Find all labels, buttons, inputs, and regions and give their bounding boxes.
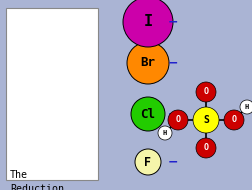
Circle shape: [223, 110, 243, 130]
Text: H: H: [162, 130, 167, 136]
Text: −: −: [167, 155, 178, 169]
Text: Br: Br: [140, 56, 155, 70]
Circle shape: [167, 110, 187, 130]
Circle shape: [158, 126, 171, 140]
Text: The
Reduction
of
Sulfuric
Acid by
Halide
Ions.: The Reduction of Sulfuric Acid by Halide…: [10, 170, 64, 190]
Text: S: S: [202, 115, 208, 125]
Text: −: −: [167, 56, 178, 70]
Circle shape: [192, 107, 218, 133]
Text: −: −: [167, 108, 178, 120]
Circle shape: [195, 138, 215, 158]
Circle shape: [127, 42, 168, 84]
Text: O: O: [203, 88, 208, 97]
Text: H: H: [244, 104, 248, 110]
Text: Cl: Cl: [140, 108, 155, 120]
Text: O: O: [175, 116, 180, 124]
Text: O: O: [231, 116, 236, 124]
Circle shape: [195, 82, 215, 102]
Circle shape: [239, 100, 252, 114]
Text: O: O: [203, 143, 208, 153]
Text: I: I: [143, 14, 152, 29]
Circle shape: [131, 97, 164, 131]
FancyBboxPatch shape: [6, 8, 98, 180]
Text: F: F: [144, 155, 151, 169]
Text: −: −: [167, 16, 178, 28]
Circle shape: [135, 149, 160, 175]
Circle shape: [122, 0, 172, 47]
